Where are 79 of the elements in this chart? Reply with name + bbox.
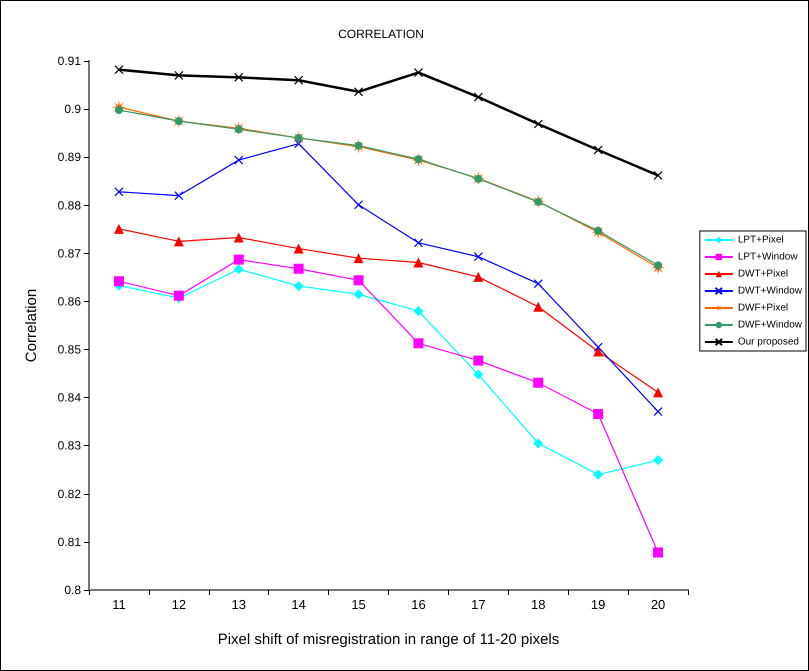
legend-label: Our proposed — [738, 336, 799, 348]
point — [174, 236, 184, 246]
x-tick-label: 12 — [172, 597, 186, 612]
point — [533, 302, 544, 312]
point — [474, 92, 483, 102]
y-tick-label: 0.87 — [58, 246, 82, 260]
legend-label: DWF+Pixel — [738, 302, 788, 314]
point — [114, 276, 124, 286]
point — [114, 224, 124, 234]
point — [534, 279, 543, 288]
point — [534, 119, 543, 129]
point — [653, 387, 664, 398]
point — [294, 264, 304, 274]
x-tick-label: 14 — [291, 597, 306, 612]
point — [294, 281, 304, 292]
point — [413, 306, 424, 316]
point — [294, 139, 304, 148]
point — [414, 68, 424, 78]
point — [354, 200, 364, 210]
y-tick-label: 0.85 — [58, 342, 82, 357]
point — [234, 254, 244, 265]
point — [354, 253, 364, 264]
point — [174, 70, 184, 80]
y-tick-label: 0.91 — [58, 54, 82, 68]
x-tick-label: 16 — [411, 597, 426, 612]
point — [413, 258, 424, 268]
y-tick-label: 0.82 — [58, 486, 82, 501]
point — [653, 455, 664, 466]
y-tick-label: 0.83 — [58, 438, 82, 453]
point — [594, 145, 603, 155]
x-tick-label: 20 — [650, 597, 666, 612]
point — [294, 244, 304, 254]
x-tick-label: 19 — [590, 597, 606, 612]
legend-label: DWF+Window — [738, 320, 803, 330]
point — [593, 408, 604, 419]
point — [174, 191, 184, 200]
point — [114, 65, 124, 74]
point — [354, 87, 364, 96]
y-tick-label: 0.8 — [64, 583, 82, 597]
legend-label: LPT+Pixel — [738, 234, 784, 246]
x-axis-title: Pixel shift of misregistration in range of 11-20 pixels — [218, 631, 560, 648]
point — [653, 406, 663, 416]
point — [114, 187, 124, 196]
chart-title: CORRELATION — [338, 27, 424, 41]
point — [234, 232, 244, 242]
x-tick-label: 15 — [351, 597, 366, 612]
point — [354, 289, 364, 300]
y-tick-label: 0.81 — [58, 534, 82, 549]
y-tick-label: 0.84 — [58, 390, 82, 405]
point — [533, 378, 544, 388]
point — [653, 170, 663, 180]
point — [474, 252, 483, 262]
y-tick-label: 0.86 — [58, 294, 82, 308]
x-tick-label: 13 — [232, 597, 246, 612]
x-tick-label: 18 — [531, 597, 546, 612]
point — [473, 272, 484, 282]
point — [414, 238, 424, 248]
x-tick-label: 11 — [112, 597, 126, 612]
y-tick-label: 0.88 — [58, 198, 82, 212]
point — [653, 547, 664, 558]
point — [473, 356, 484, 366]
point — [594, 342, 603, 352]
point — [234, 72, 244, 82]
y-tick-label: 0.9 — [64, 102, 82, 116]
y-axis-title: Correlation — [23, 288, 40, 362]
point — [354, 275, 364, 286]
point — [593, 470, 604, 480]
legend-label: DWT+Window — [738, 286, 803, 296]
x-tick-label: 17 — [471, 597, 486, 612]
point — [294, 76, 304, 85]
point — [473, 370, 484, 380]
legend-label: LPT+Window — [738, 252, 798, 262]
y-tick-label: 0.89 — [58, 150, 82, 164]
legend-label: DWT+Pixel — [738, 268, 788, 280]
point — [413, 338, 424, 348]
point — [234, 155, 244, 165]
point — [533, 438, 544, 448]
point — [234, 264, 244, 274]
point — [174, 290, 184, 301]
